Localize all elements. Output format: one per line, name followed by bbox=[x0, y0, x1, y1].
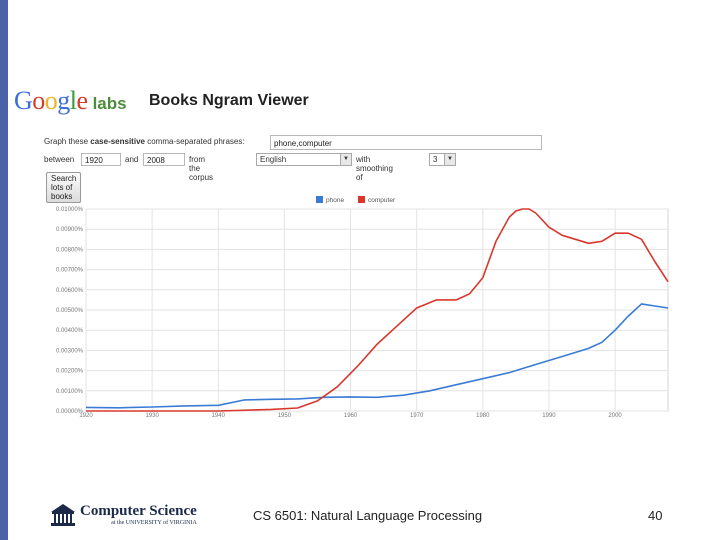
university-name: at the UNIVERSITY of VIRGINIA bbox=[111, 520, 197, 526]
department-name: Computer Science bbox=[80, 503, 197, 519]
range-row: between bbox=[44, 155, 74, 164]
between-label: between bbox=[44, 155, 75, 164]
y-tick-label: 0.00700% bbox=[56, 268, 84, 274]
y-tick-label: 0.00500% bbox=[56, 308, 84, 314]
x-tick-label: 2000 bbox=[608, 413, 622, 419]
logo-letter: G bbox=[14, 86, 33, 115]
phrases-label-bold: case-sensitive bbox=[90, 137, 145, 146]
logo-letter: l bbox=[69, 86, 77, 115]
logo-letter: o bbox=[44, 86, 58, 115]
y-tick-label: 0.01000% bbox=[56, 207, 84, 213]
end-year-input[interactable]: 2008 bbox=[143, 153, 185, 166]
ngram-chart: 0.00000% 0.00100% 0.00200% 0.00300% 0.00400%… bbox=[56, 196, 669, 419]
x-tick-label: 1920 bbox=[79, 413, 93, 419]
legend-swatch-computer bbox=[358, 196, 365, 203]
phrases-input[interactable]: phone,computer bbox=[270, 135, 542, 150]
corpus-select[interactable]: English ▼ bbox=[256, 153, 352, 166]
y-tick-label: 0.00200% bbox=[56, 369, 84, 375]
x-tick-label: 1960 bbox=[344, 413, 358, 419]
rotunda-icon bbox=[51, 504, 75, 526]
course-title: CS 6501: Natural Language Processing bbox=[253, 508, 483, 523]
phrases-label-prefix: Graph these bbox=[44, 137, 89, 146]
x-tick-label: 1990 bbox=[542, 413, 556, 419]
corpus-label: from the corpus bbox=[189, 155, 214, 182]
slide-accent-bar bbox=[0, 0, 8, 540]
search-books-button[interactable]: Search lots of books bbox=[46, 172, 82, 203]
x-tick-label: 1940 bbox=[212, 413, 226, 419]
legend-label-computer: computer bbox=[368, 197, 396, 204]
smoothing-value: 3 bbox=[433, 155, 438, 164]
x-tick-label: 1950 bbox=[278, 413, 292, 419]
y-tick-label: 0.00100% bbox=[56, 389, 84, 395]
x-tick-label: 1970 bbox=[410, 413, 424, 419]
y-tick-label: 0.00600% bbox=[56, 288, 84, 294]
google-wordmark: Google bbox=[14, 86, 88, 116]
series-line-computer bbox=[86, 208, 669, 412]
slide-number: 40 bbox=[648, 508, 663, 523]
phrases-row: Graph these case-sensitive comma-separat… bbox=[44, 137, 245, 146]
smoothing-label: with smoothing of bbox=[356, 155, 393, 182]
y-tick-label: 0.00000% bbox=[56, 409, 84, 415]
logo-letter: g bbox=[57, 86, 70, 115]
cs-uva-logo: Computer Science at the UNIVERSITY of VI… bbox=[50, 502, 197, 526]
y-tick-label: 0.00900% bbox=[56, 227, 84, 233]
y-tick-label: 0.00800% bbox=[56, 247, 84, 253]
phrases-label-suffix: comma-separated phrases: bbox=[147, 137, 245, 146]
logo-letter: o bbox=[32, 86, 45, 115]
chevron-down-icon: ▼ bbox=[340, 154, 351, 165]
x-tick-label: 1980 bbox=[476, 413, 490, 419]
smoothing-select[interactable]: 3 ▼ bbox=[429, 153, 456, 166]
x-tick-label: 1930 bbox=[145, 413, 159, 419]
legend-label-phone: phone bbox=[326, 197, 344, 204]
google-labs-logo[interactable]: Google labs bbox=[14, 86, 127, 116]
start-year-input[interactable]: 1920 bbox=[81, 153, 121, 166]
y-tick-label: 0.00400% bbox=[56, 328, 84, 334]
page-title: Books Ngram Viewer bbox=[149, 92, 309, 109]
legend-swatch-phone bbox=[316, 196, 323, 203]
logo-letter: e bbox=[76, 86, 89, 115]
chevron-down-icon: ▼ bbox=[444, 154, 455, 165]
labs-label: labs bbox=[92, 94, 127, 113]
series-line-phone bbox=[85, 303, 669, 409]
corpus-value: English bbox=[260, 155, 287, 164]
and-label: and bbox=[125, 155, 139, 164]
y-tick-label: 0.00300% bbox=[56, 348, 84, 354]
